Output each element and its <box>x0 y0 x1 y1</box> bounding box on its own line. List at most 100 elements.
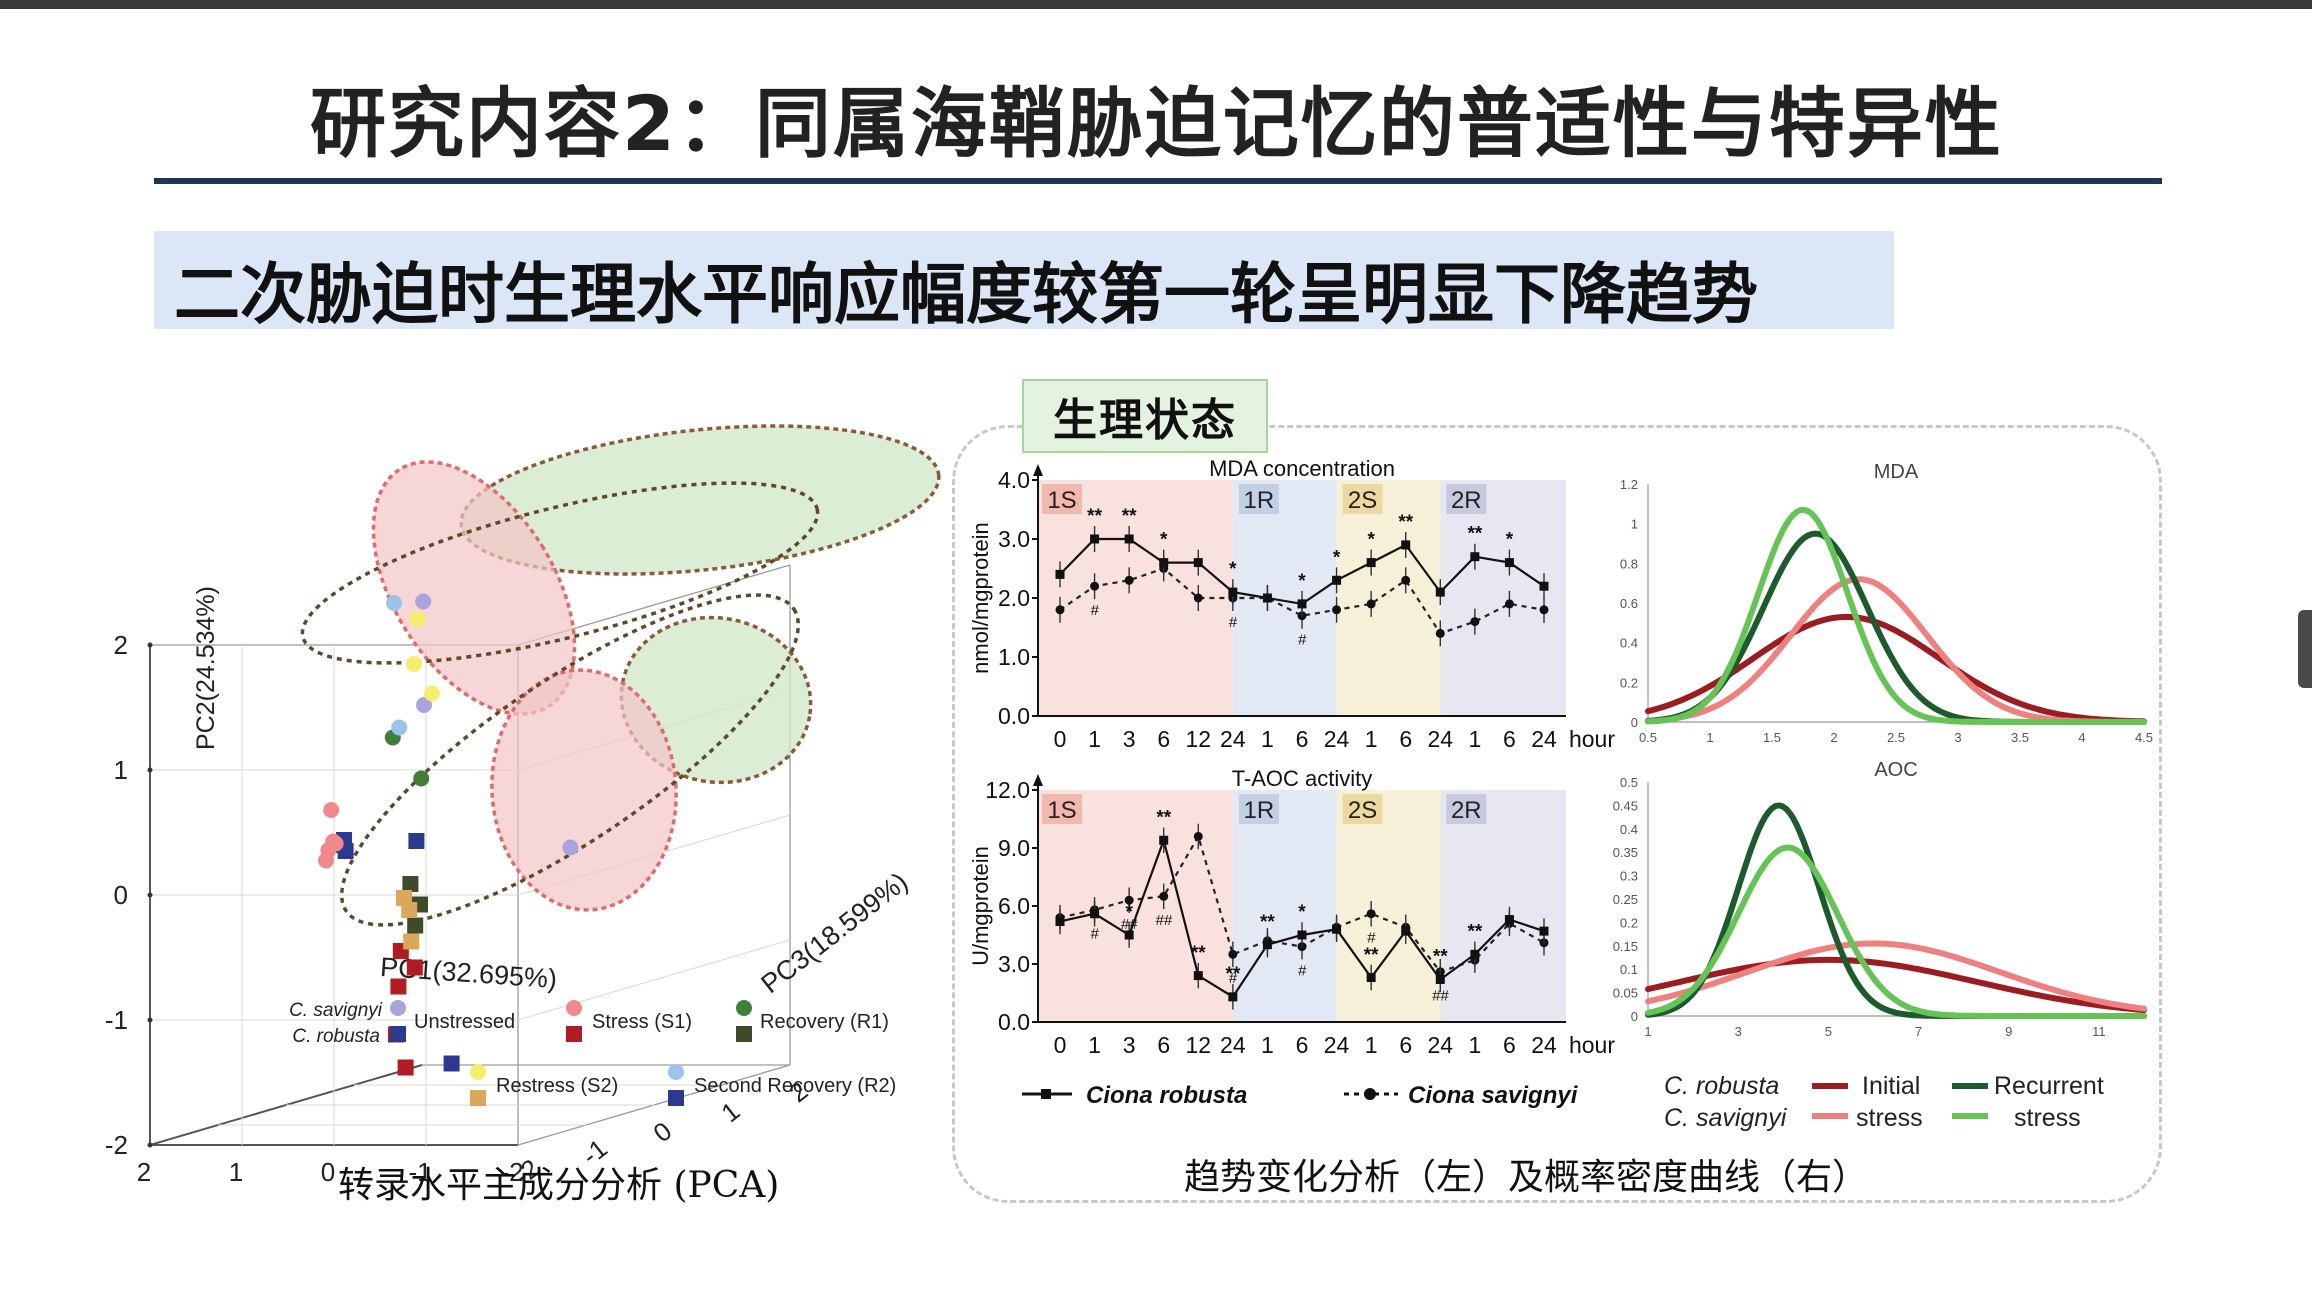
legend-label-robusta: Ciona robusta <box>1086 1082 1247 1109</box>
point-savignyi <box>1504 599 1514 609</box>
phase-band <box>1336 790 1441 1022</box>
point-robusta <box>1401 540 1411 550</box>
point-savignyi <box>1228 949 1238 959</box>
x-tick-label: 6 <box>1503 1032 1516 1058</box>
pca-x-tick: -2 <box>500 1157 523 1187</box>
significance-mark: ** <box>1398 512 1413 533</box>
phase-tag-bg <box>1042 794 1082 824</box>
pca-legend-marker-rob <box>566 1026 582 1042</box>
physiology-panel <box>952 425 2162 1203</box>
y-tick-label: 3.0 <box>998 526 1030 552</box>
point-robusta <box>1159 558 1169 568</box>
pca-y-tick-mark <box>147 642 153 648</box>
x-tick-label: 6 <box>1157 726 1170 752</box>
x-tick-label: 1 <box>1088 726 1101 752</box>
significance-mark: ** <box>1467 922 1482 943</box>
x-tick-label: 1 <box>1468 726 1481 752</box>
pca-legend-marker-rob <box>736 1026 752 1042</box>
density-x-tick: 9 <box>2005 1024 2012 1039</box>
point-robusta <box>1228 587 1238 597</box>
x-tick-label: 1 <box>1468 1032 1481 1058</box>
density-x-tick: 7 <box>1915 1024 1922 1039</box>
x-axis-label: hour <box>1569 726 1615 752</box>
x-axis-label: hour <box>1569 1032 1615 1058</box>
x-tick-label: 6 <box>1399 726 1412 752</box>
point-robusta <box>1366 558 1376 568</box>
pca-legend-species-rob: C. robusta <box>292 1026 380 1047</box>
point-savignyi <box>1124 895 1134 905</box>
density-y-tick: 0.25 <box>1613 892 1638 907</box>
pca-z-tick: 0 <box>648 1116 678 1149</box>
density-y-tick: 0.1 <box>1620 962 1638 977</box>
pca-cluster-ellipse <box>339 593 801 927</box>
point-robusta <box>1366 973 1376 983</box>
density-y-tick: 0.4 <box>1620 636 1638 651</box>
pca-point-robusta <box>402 876 419 892</box>
phase-tag-bg <box>1342 484 1383 514</box>
significance-mark: ** <box>1191 943 1206 964</box>
significance-mark: ** <box>1364 945 1379 966</box>
y-tick-label: 9.0 <box>998 835 1030 861</box>
pca-y-tick: 0 <box>114 880 128 910</box>
phase-tag: 1R <box>1244 797 1275 824</box>
significance-mark: * <box>1125 902 1133 923</box>
significance-mark: ** <box>1467 524 1482 545</box>
pca-point-robusta <box>408 833 425 849</box>
chart-title: T-AOC activity <box>1232 766 1373 791</box>
subtitle-banner <box>154 231 1894 329</box>
pca-grid-line <box>517 939 791 1021</box>
point-savignyi <box>1159 891 1169 901</box>
density-y-tick: 0.3 <box>1620 869 1638 884</box>
pca-y-tick: 1 <box>114 755 128 785</box>
density-curve-robusta-recurrent <box>1645 802 2147 1019</box>
point-robusta <box>1470 949 1480 959</box>
x-tick-label: 6 <box>1157 1032 1170 1058</box>
pca-y-tick-mark <box>147 767 153 773</box>
significance-mark: ** <box>1122 506 1137 527</box>
pca-legend-marker-sav <box>390 1000 406 1016</box>
phase-tag: 2R <box>1451 487 1482 514</box>
x-tick-label: 3 <box>1123 726 1136 752</box>
point-robusta <box>1090 909 1100 919</box>
significance-mark: # <box>1090 602 1099 619</box>
side-panel-tab[interactable] <box>2298 610 2312 688</box>
point-robusta <box>1539 926 1549 936</box>
pca-x-tick: 1 <box>229 1157 243 1187</box>
significance-mark: * <box>1298 902 1306 923</box>
significance-mark: ## <box>1121 916 1138 933</box>
point-robusta <box>1124 534 1134 544</box>
significance-mark: # <box>1298 632 1307 649</box>
significance-mark: ** <box>1225 964 1240 985</box>
y-tick-label: 0.0 <box>998 703 1030 729</box>
pca-point-robusta <box>403 933 420 950</box>
phase-band <box>1440 790 1566 1022</box>
density-x-tick: 0.5 <box>1639 730 1657 745</box>
x-tick-label: 24 <box>1427 726 1453 752</box>
density-curve-savignyi-recurrent <box>1645 506 2147 725</box>
pca-point-savignyi <box>416 697 432 713</box>
y-tick-label: 1.0 <box>998 644 1030 670</box>
x-tick-label: 12 <box>1185 726 1211 752</box>
pca-y-tick-mark <box>147 1142 153 1148</box>
significance-mark: * <box>1229 559 1237 580</box>
phase-tag-bg <box>1342 794 1383 824</box>
density-y-tick: 0.8 <box>1620 556 1638 571</box>
point-robusta <box>1262 940 1272 950</box>
point-savignyi <box>1055 605 1065 615</box>
density-x-tick: 2 <box>1830 730 1837 745</box>
pca-point-savignyi <box>406 656 422 672</box>
pca-legend-label: Recovery (R1) <box>760 1011 889 1033</box>
x-tick-label: 3 <box>1123 1032 1136 1058</box>
pca-x-tick: -1 <box>408 1157 431 1187</box>
point-robusta <box>1435 974 1445 984</box>
pca-point-savignyi <box>386 595 402 611</box>
pca-legend-marker-sav <box>668 1064 684 1080</box>
x-tick-label: 24 <box>1220 726 1246 752</box>
slide-subtitle: 二次胁迫时生理水平响应幅度较第一轮呈明显下降趋势 <box>174 256 1758 333</box>
x-tick-label: 1 <box>1365 726 1378 752</box>
phase-tag: 1S <box>1047 487 1076 514</box>
phase-band <box>1232 790 1337 1022</box>
point-robusta <box>1228 992 1238 1002</box>
phase-tag-bg <box>1238 794 1279 824</box>
significance-mark: # <box>1229 614 1238 631</box>
